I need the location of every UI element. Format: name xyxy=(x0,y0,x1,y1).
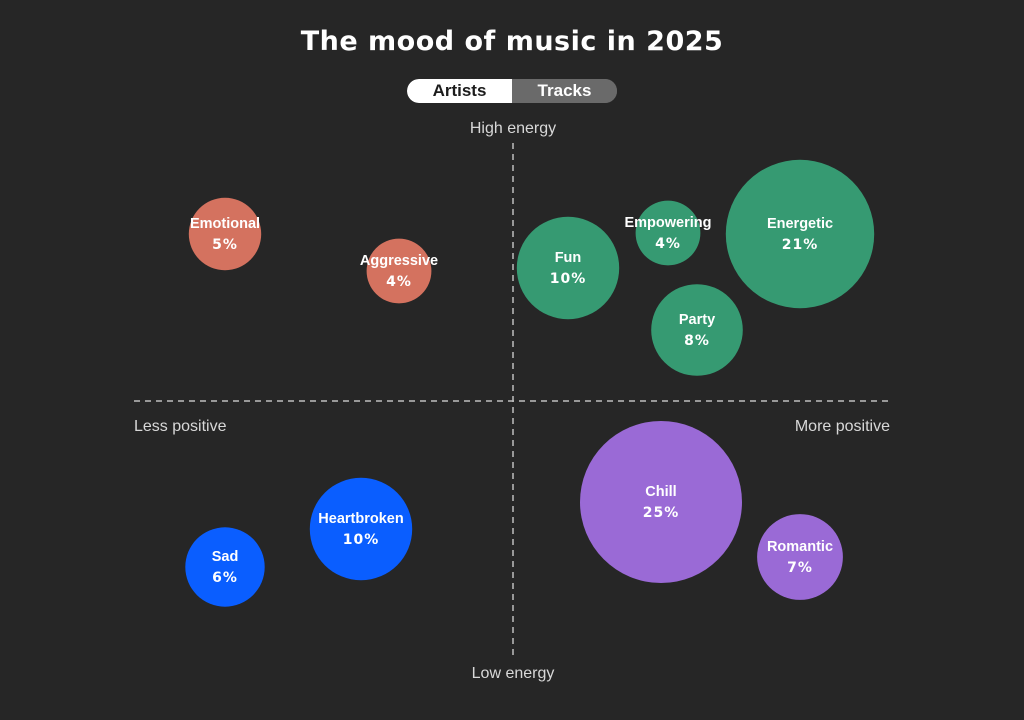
bubble-romantic[interactable] xyxy=(757,514,843,600)
tab-artists[interactable]: Artists xyxy=(407,79,512,103)
bubble-value-romantic: 7% xyxy=(787,560,813,576)
chart-title: The mood of music in 2025 xyxy=(300,26,724,57)
bubble-value-chill: 25% xyxy=(643,505,680,521)
bubble-value-party: 8% xyxy=(684,333,710,349)
axis-label-bottom: Low energy xyxy=(472,665,555,682)
bubble-label-chill: Chill xyxy=(645,484,676,500)
bubble-value-empowering: 4% xyxy=(655,236,681,252)
bubble-label-sad: Sad xyxy=(212,549,239,565)
bubble-empowering[interactable] xyxy=(635,200,701,266)
bubble-heartbroken[interactable] xyxy=(309,477,413,581)
bubble-aggressive[interactable] xyxy=(366,238,432,304)
bubble-chill[interactable] xyxy=(580,421,742,583)
tab-tracks[interactable]: Tracks xyxy=(512,79,617,103)
bubble-energetic[interactable] xyxy=(725,159,875,309)
bubble-value-heartbroken: 10% xyxy=(343,532,380,548)
bubble-party[interactable] xyxy=(651,284,743,376)
bubble-label-energetic: Energetic xyxy=(767,216,833,232)
bubble-label-party: Party xyxy=(679,312,715,328)
bubble-value-sad: 6% xyxy=(212,570,238,586)
bubble-emotional[interactable] xyxy=(188,197,262,271)
bubble-value-emotional: 5% xyxy=(212,237,238,253)
bubble-label-aggressive: Aggressive xyxy=(360,253,438,269)
bubble-label-heartbroken: Heartbroken xyxy=(318,511,403,527)
bubble-value-fun: 10% xyxy=(550,271,587,287)
bubble-label-empowering: Empowering xyxy=(624,215,711,231)
bubble-sad[interactable] xyxy=(185,527,265,607)
axis-label-top: High energy xyxy=(470,120,556,137)
bubbles-group: Emotional 5% Aggressive 4% Fun 10% Empowering 4… xyxy=(185,159,875,607)
bubble-fun[interactable] xyxy=(516,216,620,320)
bubble-label-emotional: Emotional xyxy=(190,216,260,232)
axis-label-right: More positive xyxy=(795,418,890,435)
axis-label-left: Less positive xyxy=(134,418,227,435)
bubble-label-fun: Fun xyxy=(555,250,582,266)
artists-tracks-toggle[interactable]: Artists Tracks xyxy=(407,79,617,103)
bubble-value-energetic: 21% xyxy=(782,237,819,253)
bubble-value-aggressive: 4% xyxy=(386,274,412,290)
bubble-label-romantic: Romantic xyxy=(767,539,833,555)
